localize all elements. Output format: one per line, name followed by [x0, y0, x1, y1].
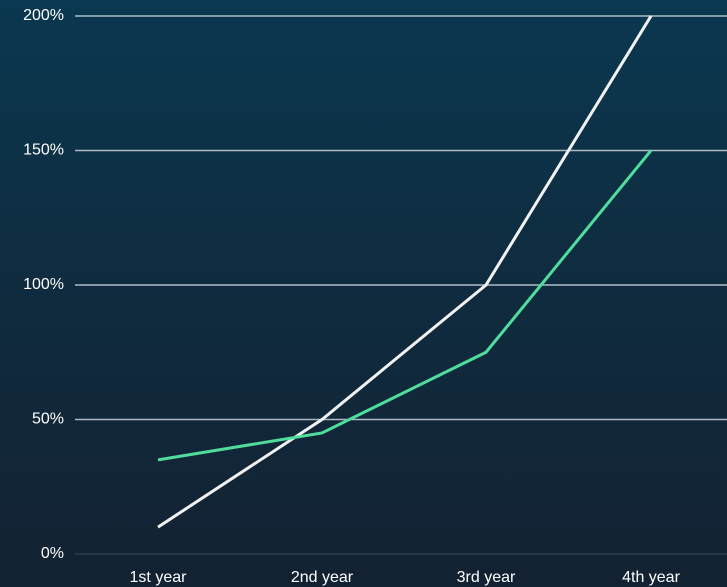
y-tick-label: 50% [32, 411, 64, 428]
series-line-2 [157, 149, 653, 462]
x-tick-label: 4th year [622, 569, 680, 586]
y-tick-label: 150% [23, 142, 64, 159]
y-tick-label: 200% [23, 7, 64, 24]
series-lines [157, 15, 653, 529]
y-tick-label: 100% [23, 276, 64, 293]
x-tick-label: 2nd year [291, 569, 354, 586]
series-line-1 [157, 15, 653, 529]
x-tick-label: 3rd year [457, 569, 516, 586]
y-tick-label: 0% [41, 545, 64, 562]
y-axis-tick-labels: 0% 50% 100% 150% 200% [23, 7, 64, 562]
x-axis-tick-labels: 1st year 2nd year 3rd year 4th year [130, 569, 681, 586]
grid-lines [75, 15, 727, 555]
x-tick-label: 1st year [130, 569, 188, 586]
